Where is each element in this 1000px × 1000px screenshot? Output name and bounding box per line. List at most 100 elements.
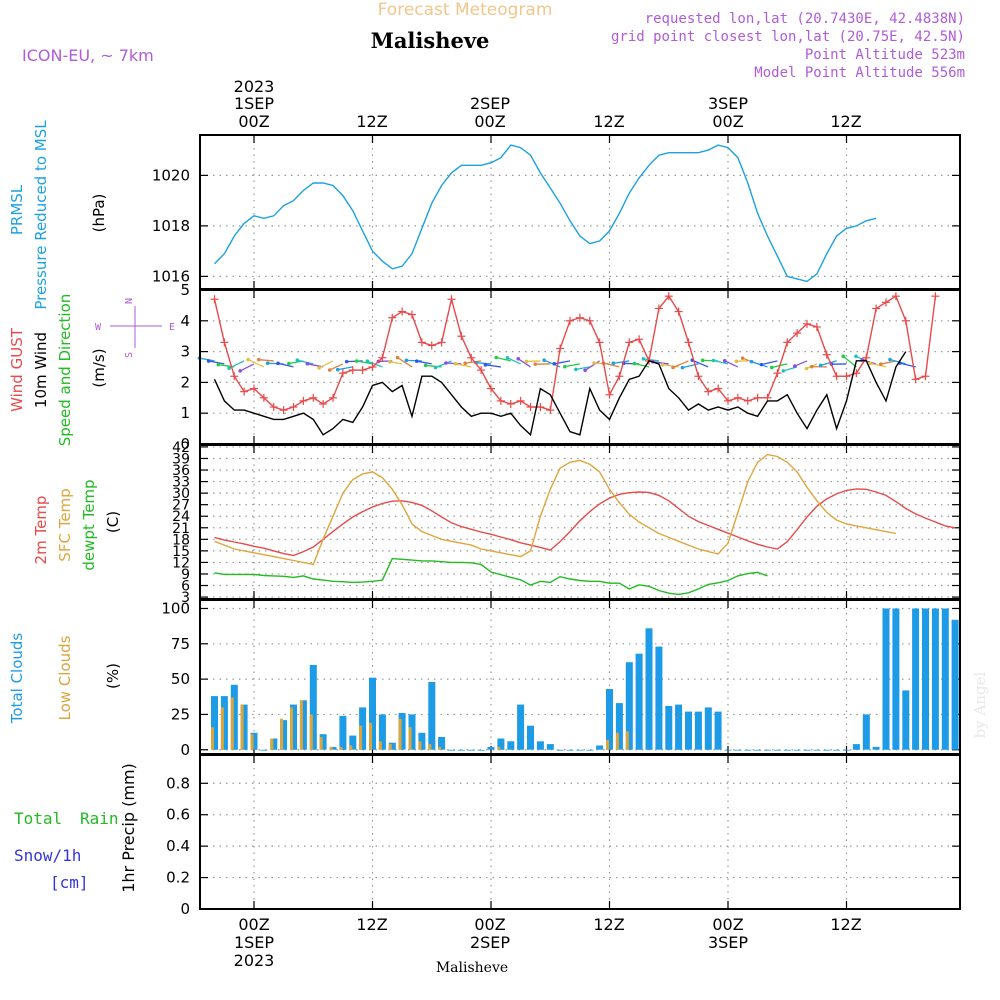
wind-arrow-shaft — [724, 360, 739, 368]
wind-arrow-head — [781, 369, 786, 373]
wind-direction-arrow — [246, 357, 265, 368]
wind-arrow-head — [868, 361, 873, 366]
total-cloud-bar — [833, 749, 841, 751]
gust-point-marker — [911, 375, 920, 384]
wind-direction-arrow — [888, 357, 906, 365]
wind-arrow-head — [365, 359, 370, 363]
wind-direction-arrow — [444, 361, 462, 365]
y-tick-label: 1020 — [152, 166, 190, 184]
low-cloud-bar — [319, 737, 323, 750]
gust-point-marker — [388, 313, 397, 322]
y-tick-label: 39 — [172, 451, 190, 467]
total-cloud-bar — [220, 696, 228, 750]
total-cloud-bar — [773, 749, 781, 751]
wind-direction-arrow — [305, 362, 324, 368]
wind-direction-arrow — [494, 355, 511, 362]
y-tick-label: 9 — [181, 567, 190, 583]
wind-arrow-head — [671, 365, 675, 370]
gust-point-marker — [793, 329, 802, 338]
wind-arrow-shaft — [672, 360, 689, 369]
total-cloud-bar — [211, 696, 218, 750]
total-cloud-bar — [507, 741, 515, 750]
pressure-label-desc: Pressure Reduced to MSL — [32, 120, 50, 310]
gust-point-marker — [259, 393, 268, 402]
low-cloud-bar — [378, 741, 382, 750]
wind-direction-arrow — [206, 359, 225, 365]
y-tick-label: 0.8 — [166, 774, 190, 792]
wind-arrow-head — [769, 365, 774, 370]
low-cloud-bar — [349, 745, 353, 750]
y-tick-label: 24 — [172, 509, 190, 525]
wind-direction-arrow — [516, 356, 531, 368]
wind-arrow-head — [335, 367, 340, 372]
wind-direction-arrow — [611, 360, 630, 366]
y-tick-label: 2 — [180, 373, 190, 391]
wind-arrow-shaft — [406, 359, 422, 362]
total-cloud-bar — [536, 741, 544, 750]
wind-arrow-head — [433, 365, 438, 370]
low-cloud-bar — [625, 731, 629, 750]
wind-arrow-head — [354, 359, 359, 363]
wind-arrow-head — [295, 358, 300, 363]
total-cloud-bar — [418, 732, 426, 750]
pressure-label-prmsl: PRMSL — [8, 184, 26, 235]
series-line-dewpt-temp — [214, 557, 768, 596]
precip-label-snow1: Snow/1h — [14, 846, 81, 865]
gust-point-marker — [635, 335, 644, 344]
wind-direction-arrow — [256, 357, 274, 362]
low-cloud-bar — [339, 746, 343, 750]
gust-point-marker — [408, 310, 416, 319]
wind-arrow-head — [854, 354, 858, 359]
low-cloud-bar — [359, 725, 363, 750]
wind-arrow-shaft — [751, 361, 768, 368]
series-line-2m-temp — [214, 488, 956, 557]
bottom-hour-label: 12Z — [830, 915, 861, 934]
wind-direction-arrow — [463, 360, 482, 366]
wind-arrow-head — [276, 361, 280, 366]
y-tick-label: 0 — [180, 741, 190, 759]
total-cloud-bar — [467, 749, 475, 751]
wind-arrow-shaft — [682, 363, 699, 369]
wind-arrow-head — [888, 357, 892, 362]
wind-arrow-head — [574, 367, 578, 372]
gust-point-marker — [220, 338, 229, 347]
wind-direction-arrow — [395, 355, 413, 368]
total-cloud-bar — [931, 608, 939, 750]
gust-point-marker — [822, 350, 831, 359]
total-cloud-bar — [349, 735, 357, 750]
wind-arrow-head — [227, 366, 231, 370]
total-cloud-bar — [586, 749, 594, 751]
total-cloud-bar — [339, 715, 347, 750]
wind-arrow-shaft — [643, 358, 659, 362]
wind-arrow-head — [641, 357, 646, 361]
precip-unit: 1hr Precip (mm) — [119, 763, 138, 893]
y-tick-label: 1018 — [152, 217, 190, 235]
plot-area: 1016101810200123453691215182124273033363… — [152, 134, 961, 918]
wind-arrow-head — [516, 356, 521, 361]
total-cloud-bar — [388, 742, 396, 750]
gust-point-marker — [467, 353, 476, 362]
total-cloud-bar — [280, 720, 288, 750]
low-cloud-bar — [290, 707, 293, 750]
low-cloud-bar — [270, 738, 274, 750]
top-hour-label: 12Z — [830, 112, 861, 131]
top-hour-label: 00Z — [238, 112, 269, 131]
total-cloud-bar — [428, 681, 436, 750]
compass-west: W — [95, 322, 102, 333]
wind-arrow-head — [395, 355, 400, 360]
total-cloud-bar — [497, 738, 505, 750]
gust-point-marker — [477, 366, 486, 375]
wind-direction-arrow — [238, 363, 255, 373]
wind-direction-arrow — [388, 359, 403, 365]
wind-arrow-head — [287, 361, 291, 366]
wind-arrow-head — [483, 363, 488, 367]
wind-direction-arrow — [533, 362, 551, 366]
total-cloud-bar — [438, 737, 446, 750]
wind-arrow-head — [414, 359, 419, 363]
gust-point-marker — [674, 307, 683, 316]
total-cloud-bar — [250, 732, 258, 750]
top-hour-label: 12Z — [593, 112, 624, 131]
gust-point-marker — [704, 387, 713, 396]
